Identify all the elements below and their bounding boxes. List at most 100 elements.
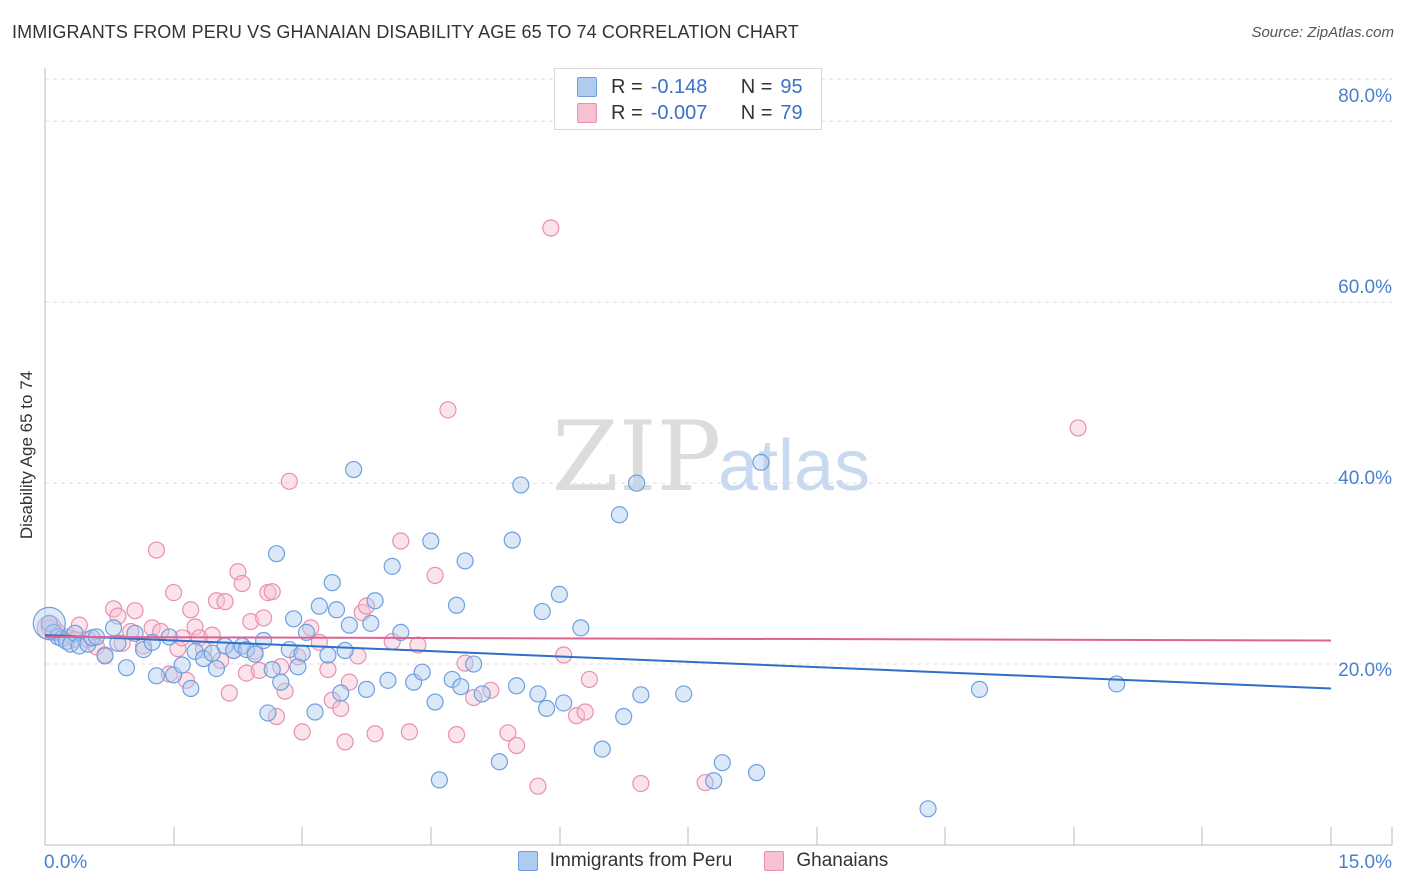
ghanaians-point <box>447 726 466 744</box>
peru-point <box>747 764 766 782</box>
ghanaians-point <box>250 661 268 679</box>
peru-point <box>675 685 693 703</box>
ghanaians-point <box>507 736 526 755</box>
peru-point <box>357 680 376 698</box>
ghanaians-point <box>255 609 273 627</box>
ghanaians-point <box>186 618 204 636</box>
peru-point <box>327 601 346 619</box>
peru-point <box>507 677 526 695</box>
y-tick-label: 20.0% <box>1338 660 1392 681</box>
peru-point <box>272 673 290 691</box>
peru-swatch <box>517 851 538 871</box>
ghanaians-point <box>632 774 650 793</box>
peru-point <box>443 670 461 689</box>
ghanaians-point <box>482 681 500 699</box>
ghanaians-point <box>392 532 410 550</box>
peru-point <box>610 506 629 524</box>
legend-label-peru: Immigrants from Peru <box>549 850 733 871</box>
peru-swatch <box>577 77 597 97</box>
ghanaians-point <box>400 723 418 741</box>
ghanaians-point <box>126 602 144 620</box>
peru-point <box>195 650 213 668</box>
peru-point <box>207 659 226 678</box>
correlation-legend: R = -0.148 N = 95 R = -0.007 N = 79 <box>554 68 822 130</box>
r-value: -0.148 <box>650 75 708 98</box>
ghanaians-point <box>182 601 200 619</box>
n-label: N = <box>740 101 773 124</box>
ghanaians-point <box>555 646 573 664</box>
peru-point <box>117 659 136 677</box>
peru-point <box>490 753 508 771</box>
peru-point <box>503 531 521 549</box>
peru-point <box>392 623 410 641</box>
ghanaians-point <box>143 619 161 637</box>
watermark: ZIP atlas <box>552 401 870 513</box>
peru-point <box>96 647 114 665</box>
peru-point <box>340 616 358 634</box>
ghanaians-point <box>276 682 294 700</box>
peru-point <box>512 476 530 494</box>
peru-point <box>104 619 123 637</box>
ghanaians-trend-line <box>44 635 1332 642</box>
peru-point <box>379 671 397 689</box>
ghanaians-point <box>220 684 238 702</box>
r-label: R = <box>611 101 643 124</box>
peru-point <box>555 694 573 712</box>
ghanaians-point <box>280 472 298 490</box>
legend-label-ghana: Ghanaians <box>796 850 889 871</box>
peru-point <box>186 642 204 660</box>
peru-point <box>572 619 590 637</box>
trend-lines <box>44 634 1332 690</box>
peru-point <box>632 686 650 704</box>
axes <box>44 68 1393 846</box>
x-tick-label: 0.0% <box>44 852 88 873</box>
y-tick-label: 40.0% <box>1338 468 1392 489</box>
ghanaians-point <box>207 592 226 610</box>
ghanaians-point <box>332 699 350 717</box>
ghanaians-point <box>242 612 260 631</box>
peru-point <box>255 631 273 650</box>
x-tick-label: 15.0% <box>1338 852 1392 873</box>
ghanaians-point <box>465 688 483 707</box>
ghanaians-point <box>499 724 517 742</box>
watermark-atlas: atlas <box>718 426 870 506</box>
peru-point-cluster <box>32 606 66 640</box>
ghanaians-point <box>580 670 599 689</box>
peru-point <box>452 678 470 696</box>
ghanaians-point <box>576 703 594 721</box>
peru-point <box>293 644 311 662</box>
ghana-swatch <box>764 851 785 871</box>
legend-item-ghana[interactable]: Ghanaians <box>764 850 888 872</box>
peru-point <box>289 658 307 676</box>
peru-point <box>465 655 483 673</box>
ghanaians-point <box>456 654 474 672</box>
peru-point <box>426 693 444 711</box>
ghana-swatch <box>577 103 597 123</box>
peru-point <box>615 707 633 726</box>
peru-point <box>345 460 363 479</box>
peru-point <box>259 704 277 722</box>
legend-row-ghana: R = -0.007 N = 79 <box>577 100 803 126</box>
peru-point <box>134 640 153 659</box>
peru-point <box>627 474 646 492</box>
peru-point <box>237 640 256 659</box>
ghanaians-point <box>357 597 376 615</box>
peru-point <box>147 667 166 685</box>
r-label: R = <box>611 75 643 98</box>
n-value: 95 <box>780 75 803 98</box>
peru-point <box>430 771 448 789</box>
peru-point <box>473 685 491 703</box>
legend-item-peru[interactable]: Immigrants from Peru <box>517 850 733 872</box>
peru-point <box>413 663 431 681</box>
ghanaians-point <box>147 541 166 559</box>
peru-point <box>550 585 569 603</box>
peru-point <box>713 754 731 772</box>
peru-point <box>705 772 723 790</box>
peru-point <box>422 532 440 550</box>
peru-point <box>285 610 303 628</box>
peru-point <box>383 557 401 575</box>
n-value: 79 <box>780 101 803 124</box>
peru-point <box>263 660 281 679</box>
peru-point <box>336 641 354 660</box>
ghanaians-point <box>165 583 183 602</box>
